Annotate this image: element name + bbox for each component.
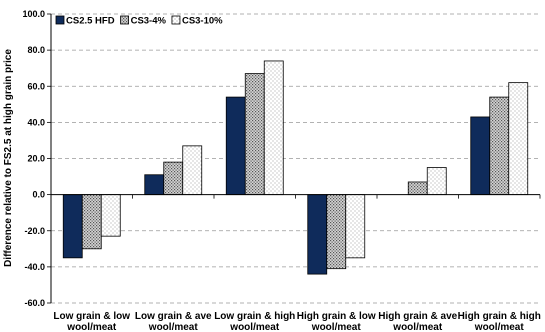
bar-cs3-4--3 <box>244 73 265 196</box>
bar-cs3-10--1 <box>100 194 121 237</box>
x-category-label: Low grain & high wool/meat <box>214 311 295 332</box>
bar-cs3-10--5 <box>426 167 447 196</box>
bar-cs2-5-hfd-4 <box>307 194 328 275</box>
y-tick-label: 20.0 <box>27 154 45 164</box>
x-category-label: High grain & high wool/meat <box>458 311 541 332</box>
y-tick-label: 40.0 <box>27 117 45 127</box>
bar-cs2-5-hfd-3 <box>225 96 246 196</box>
bar-cs3-10--4 <box>345 194 366 259</box>
bars <box>62 60 529 275</box>
legend: CS2.5 HFD CS3-4% CS3-10% <box>55 15 223 27</box>
y-tick-label: 60.0 <box>27 81 45 91</box>
x-category-label: High grain & ave wool/meat <box>378 311 457 332</box>
bar-cs3-4--1 <box>81 194 102 250</box>
bar-cs2-5-hfd-2 <box>144 174 165 196</box>
y-tick-label: -40.0 <box>24 262 45 272</box>
y-axis-title: Difference relative to FS2.5 at high gra… <box>3 49 14 267</box>
legend-swatch-cs3-10- <box>171 15 181 25</box>
axes <box>47 13 541 304</box>
legend-label: CS3-10% <box>182 16 223 27</box>
y-tick-label: -60.0 <box>24 298 45 308</box>
y-tick-label: 80.0 <box>27 45 45 55</box>
bar-cs3-4--4 <box>326 194 347 270</box>
bar-cs3-4--5 <box>407 181 428 196</box>
x-category-label: High grain & low wool/meat <box>297 311 376 332</box>
x-category-label: Low grain & low wool/meat <box>53 311 130 332</box>
legend-label: CS3-4% <box>131 16 167 27</box>
axis-labels: 100.0 80.0 60.0 40.0 20.0 0.0 -20.0 -40.0 -60.0 L… <box>22 9 540 332</box>
bar-cs2-5-hfd-6 <box>470 116 491 196</box>
legend-swatch-cs2-5-hfd <box>55 15 65 25</box>
bar-cs3-10--2 <box>182 145 203 196</box>
legend-label: CS2.5 HFD <box>66 16 115 27</box>
bar-cs3-10--6 <box>508 82 529 196</box>
bar-cs2-5-hfd-1 <box>62 194 83 259</box>
y-tick-label: 100.0 <box>22 9 45 19</box>
gridlines <box>51 13 540 304</box>
bar-cs3-4--2 <box>163 161 184 196</box>
bar-cs3-10--3 <box>263 60 284 196</box>
legend-swatch-cs3-4- <box>120 15 129 25</box>
y-tick-label: 0.0 <box>32 190 45 200</box>
bar-cs3-4--6 <box>489 96 510 196</box>
x-category-label: Low grain & ave wool/meat <box>135 311 212 332</box>
y-tick-label: -20.0 <box>24 226 45 236</box>
